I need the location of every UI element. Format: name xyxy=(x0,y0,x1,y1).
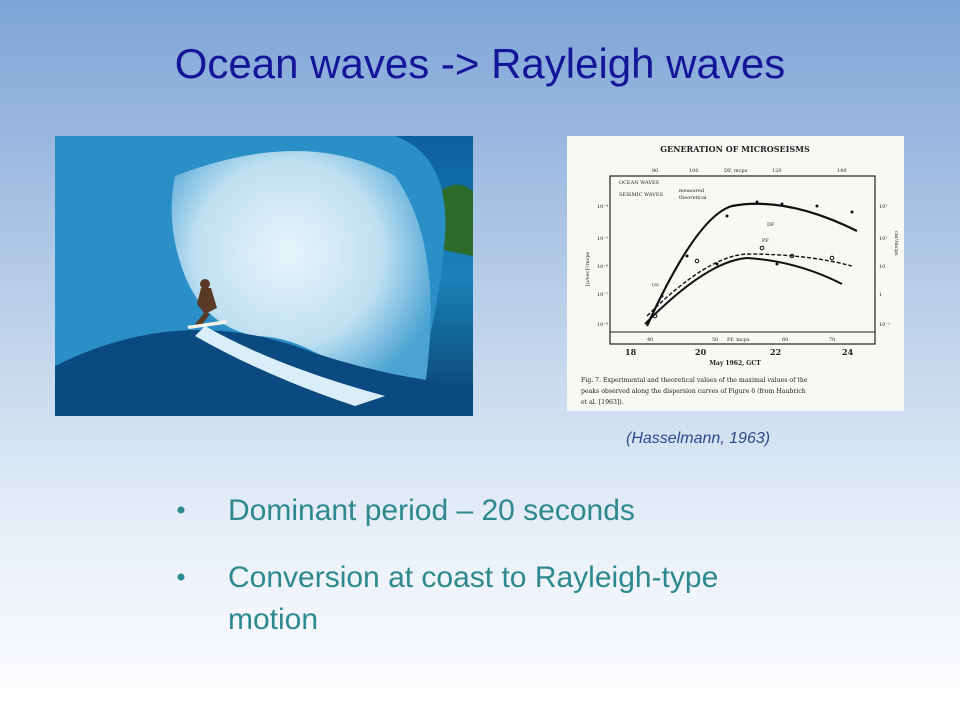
tick-label: 120 xyxy=(772,168,782,174)
tick-label: 10 xyxy=(879,264,885,270)
bullet-text: Dominant period – 20 seconds xyxy=(228,494,635,527)
tick-label: 140 xyxy=(837,168,847,174)
bullet-text: Conversion at coast to Rayleigh-type mot… xyxy=(228,561,719,636)
tick-label: 10³ xyxy=(879,204,887,210)
caption-line: et al. [1963]). xyxy=(581,399,624,406)
figure-heading: GENERATION OF MICROSEISMS xyxy=(660,144,810,154)
axis-label: DF, mcps xyxy=(724,168,748,174)
legend-entry: SEISMIC WAVES xyxy=(619,192,663,198)
axis-label: cm²/mcps xyxy=(893,231,899,256)
tick-label: 10² xyxy=(879,236,887,242)
tick-label: 50 xyxy=(712,337,718,343)
bullet-item: Dominant period – 20 seconds xyxy=(177,490,778,532)
tick-label: 10⁻⁵ xyxy=(597,236,608,242)
tick-label: 10⁻⁸ xyxy=(597,322,608,328)
curve-label: DF xyxy=(767,222,775,228)
tick-label: 70 xyxy=(829,337,835,343)
axis-label: PF, mcps xyxy=(727,337,750,343)
curve-label: (a) xyxy=(652,281,659,288)
tick-label: 24 xyxy=(842,347,854,357)
tick-label: 10⁻⁶ xyxy=(597,264,608,270)
bullet-item: Conversion at coast to Rayleigh-type mot… xyxy=(177,557,778,641)
caption-line: Fig. 7. Experimental and theoretical val… xyxy=(581,377,808,384)
citation: (Hasselmann, 1963) xyxy=(626,430,771,447)
tick-label: 60 xyxy=(782,337,788,343)
tick-label: 20 xyxy=(695,347,707,357)
axis-label: May 1962, GCT xyxy=(709,360,761,367)
figure-scan: GENERATION OF MICROSEISMS 80 100 DF, mcp… xyxy=(567,136,904,411)
tick-label: 22 xyxy=(770,347,781,357)
legend-entry: theoretical xyxy=(679,195,707,201)
caption-line: peaks observed along the dispersion curv… xyxy=(581,388,806,395)
bullet-dot xyxy=(177,506,185,514)
tick-label: 18 xyxy=(625,347,637,357)
tick-label: 10⁻¹ xyxy=(879,322,890,328)
tick-label: 1 xyxy=(879,292,882,298)
wave-photo xyxy=(55,136,473,416)
slide-title: Ocean waves -> Rayleigh waves xyxy=(174,40,786,87)
tick-label: 100 xyxy=(689,168,699,174)
legend-entry: OCEAN WAVES xyxy=(619,180,660,186)
curve-label: PF xyxy=(762,238,769,244)
tick-label: 10⁻⁷ xyxy=(597,292,608,298)
legend-entry: measured xyxy=(679,188,705,194)
tick-label: 40 xyxy=(647,337,653,343)
tick-label: 80 xyxy=(652,168,658,174)
bullet-dot xyxy=(177,573,185,581)
tick-label: 10⁻⁴ xyxy=(597,204,608,210)
axis-label: [μ/sec]²/mcps xyxy=(585,251,591,286)
